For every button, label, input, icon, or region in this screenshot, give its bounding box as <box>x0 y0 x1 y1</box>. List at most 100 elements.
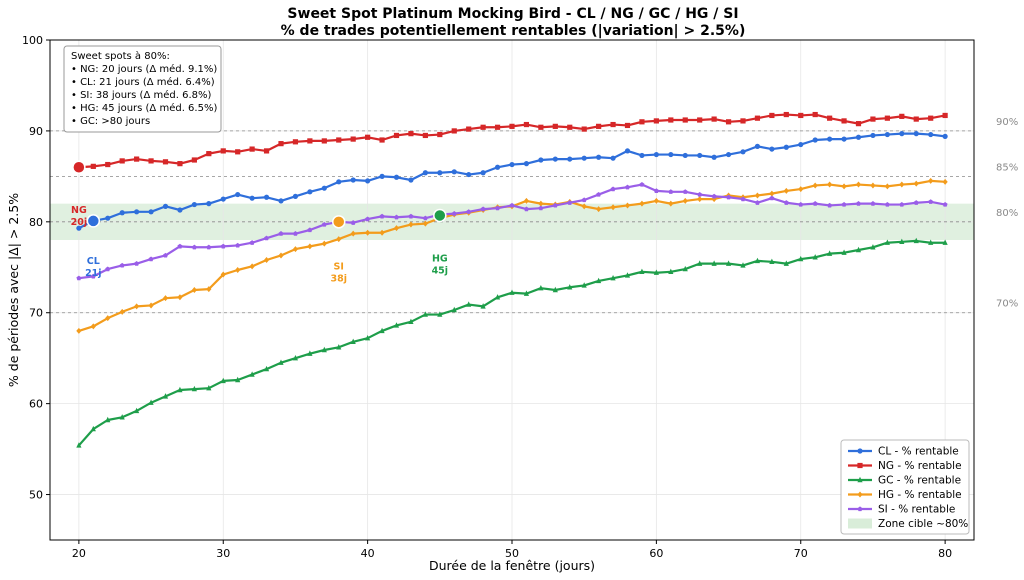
data-point <box>899 113 905 119</box>
data-point <box>884 183 890 190</box>
data-point <box>249 146 255 152</box>
data-point <box>841 118 847 124</box>
data-point <box>827 250 833 256</box>
data-point <box>134 407 140 414</box>
data-point <box>336 137 342 143</box>
data-point <box>523 121 530 128</box>
data-point <box>596 191 602 197</box>
data-point <box>928 239 934 245</box>
data-point <box>466 209 472 214</box>
data-point <box>754 115 761 121</box>
data-point <box>264 235 270 241</box>
data-point <box>913 237 919 244</box>
y-tick-label: 50 <box>29 489 43 502</box>
legend-swatch <box>848 518 872 529</box>
data-point <box>624 202 631 209</box>
sweet-spot-days: 38j <box>331 273 347 284</box>
data-point <box>350 220 356 225</box>
data-point <box>90 273 96 279</box>
data-point <box>437 170 443 176</box>
sweet-spot-days: 21j <box>85 268 101 279</box>
data-point <box>668 117 674 123</box>
data-point <box>697 196 703 203</box>
reference-label: 80% <box>996 208 1018 219</box>
data-point <box>567 200 573 205</box>
data-point <box>480 124 486 130</box>
legend-marker <box>857 448 863 454</box>
data-point <box>610 155 616 161</box>
data-point <box>855 246 862 253</box>
data-point <box>769 190 775 197</box>
data-point <box>725 151 732 158</box>
data-point <box>76 442 82 448</box>
data-point <box>134 209 140 215</box>
data-point <box>350 338 356 345</box>
data-point <box>769 146 775 152</box>
data-point <box>928 177 934 184</box>
data-point <box>365 334 371 341</box>
data-point <box>408 177 414 183</box>
data-point <box>928 115 934 121</box>
x-tick-label: 70 <box>794 547 808 560</box>
data-point <box>624 272 631 278</box>
legend-marker <box>857 506 863 512</box>
data-point <box>783 187 789 194</box>
data-point <box>163 252 168 258</box>
y-tick-label: 90 <box>29 125 43 138</box>
x-axis: 20 30 40 50 60 70 80 <box>72 540 952 560</box>
data-point <box>610 121 616 128</box>
data-point <box>321 346 327 353</box>
data-point <box>134 261 140 266</box>
data-point <box>682 189 688 194</box>
data-point <box>740 262 746 268</box>
data-point <box>639 268 645 275</box>
data-point <box>162 393 169 399</box>
data-point <box>769 195 775 201</box>
data-point <box>307 350 313 356</box>
data-point <box>610 204 616 211</box>
data-point <box>162 203 169 209</box>
data-point <box>913 116 919 122</box>
data-point <box>292 354 299 361</box>
data-point <box>596 154 602 160</box>
data-point <box>812 111 818 118</box>
data-point <box>206 151 212 157</box>
data-point <box>899 131 905 137</box>
x-tick-label: 20 <box>72 547 86 560</box>
data-point <box>206 201 212 207</box>
data-point <box>220 271 226 278</box>
series-ng <box>76 111 948 170</box>
data-point <box>870 116 876 122</box>
data-point <box>365 229 371 236</box>
data-point <box>119 414 125 420</box>
data-point <box>350 230 356 237</box>
data-point <box>827 136 833 142</box>
data-point <box>682 197 688 204</box>
data-point <box>394 214 399 220</box>
data-point <box>235 267 241 273</box>
data-point <box>942 133 948 139</box>
x-tick-label: 40 <box>361 547 375 560</box>
data-point <box>278 198 284 204</box>
data-point <box>523 290 530 296</box>
data-point <box>480 170 486 176</box>
data-point <box>798 141 804 148</box>
data-point <box>798 201 804 207</box>
data-point <box>105 416 111 423</box>
y-axis: 50 60 70 80 90 100 <box>22 34 50 502</box>
data-point <box>711 193 717 199</box>
data-point <box>538 284 544 291</box>
sweet-spot-label: NG <box>71 205 87 216</box>
data-point <box>841 249 847 255</box>
data-point <box>480 303 486 309</box>
data-point <box>437 311 443 317</box>
data-point <box>365 134 371 140</box>
data-point <box>249 195 255 201</box>
data-point <box>119 308 125 315</box>
sweet-spot-days: 20j <box>71 217 87 228</box>
data-point <box>134 303 140 310</box>
data-point <box>798 255 804 262</box>
data-point <box>870 244 876 250</box>
data-point <box>177 243 183 249</box>
